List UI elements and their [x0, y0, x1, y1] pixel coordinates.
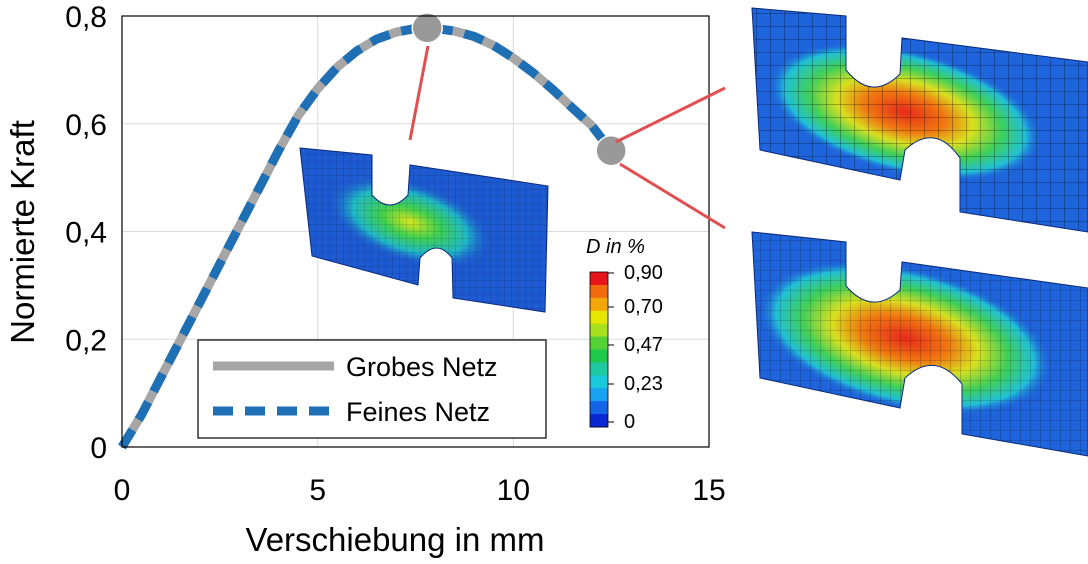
- y-tick-label: 0: [90, 432, 107, 465]
- colorbar-swatches: [590, 272, 608, 428]
- series-line-feines-netz: [118, 23, 615, 450]
- connector-line-lower: [619, 162, 726, 230]
- specimen-fine-mesh-late-outline: [751, 231, 1088, 457]
- series-layer: [118, 12, 627, 450]
- y-tick-label: 0,2: [65, 324, 107, 357]
- colorbar-label: 0,70: [624, 296, 663, 318]
- colorbar-swatch: [590, 375, 608, 389]
- colorbar-swatch: [590, 272, 608, 286]
- colorbar-swatch: [590, 284, 608, 299]
- legend-box: [197, 339, 547, 439]
- colorbar-label: 0,23: [624, 373, 663, 395]
- y-tick-label: 0,4: [65, 217, 107, 250]
- y-tick-label: 0,6: [65, 109, 107, 142]
- colorbar-swatch: [590, 362, 608, 376]
- connector-line-peak: [408, 45, 430, 141]
- colorbar-swatch: [590, 401, 608, 415]
- state-marker-1: [411, 12, 443, 44]
- x-tick-label: 15: [692, 474, 725, 507]
- colorbar-swatch: [590, 310, 608, 325]
- colorbar-labels: 0,90 0,70 0,47 0,23 0: [608, 262, 663, 433]
- colorbar-swatch: [590, 297, 608, 312]
- x-tick-label: 10: [497, 474, 530, 507]
- colorbar-swatch: [590, 323, 608, 338]
- colorbar-label: 0: [624, 411, 635, 433]
- tick-labels: 0 5 10 15 0 0,2 0,4 0,6 0,8: [65, 1, 725, 507]
- state-marker-2: [595, 134, 627, 167]
- colorbar-swatch: [590, 414, 608, 428]
- colorbar-swatch: [590, 388, 608, 402]
- legend-label-feines-netz: Feines Netz: [346, 397, 490, 427]
- x-axis-label: Verschiebung in mm: [246, 521, 545, 558]
- specimen-coarse-mesh-late-outline: [751, 7, 1088, 233]
- legend: Grobes Netz Feines Netz: [197, 339, 547, 439]
- specimen-fine-mesh-peak-outline: [299, 147, 549, 313]
- colorbar-label: 0,47: [624, 334, 663, 356]
- colorbar-title: D in %: [586, 236, 645, 258]
- x-tick-label: 5: [309, 474, 326, 507]
- y-axis-label: Normierte Kraft: [4, 120, 41, 344]
- colorbar-label: 0,90: [624, 262, 663, 284]
- y-tick-label: 0,8: [65, 1, 107, 34]
- plot-frame: [121, 15, 710, 448]
- colorbar-frame: [589, 271, 609, 428]
- legend-label-grobes-netz: Grobes Netz: [346, 352, 498, 382]
- colorbar-swatch: [590, 336, 608, 350]
- colorbar: D in % 0,90 0,70 0,47 0,23 0: [586, 236, 663, 433]
- x-tick-label: 0: [114, 474, 131, 507]
- connector-line-upper: [615, 86, 726, 144]
- colorbar-swatch: [590, 349, 608, 363]
- specimen-fine-mesh-late: [752, 232, 1088, 456]
